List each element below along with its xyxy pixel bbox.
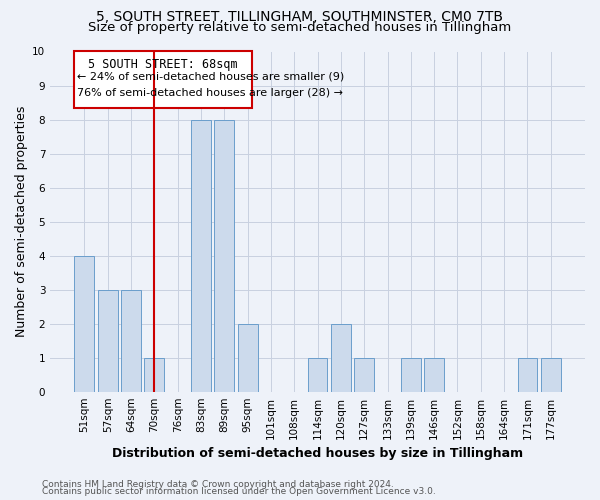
Bar: [238, 324, 257, 392]
Text: Contains HM Land Registry data © Crown copyright and database right 2024.: Contains HM Land Registry data © Crown c…: [42, 480, 394, 489]
Bar: [518, 358, 538, 392]
Bar: [145, 358, 164, 392]
X-axis label: Distribution of semi-detached houses by size in Tillingham: Distribution of semi-detached houses by …: [112, 447, 523, 460]
Bar: [74, 256, 94, 392]
Bar: [331, 324, 351, 392]
FancyBboxPatch shape: [74, 52, 252, 108]
Text: 5 SOUTH STREET: 68sqm: 5 SOUTH STREET: 68sqm: [88, 58, 238, 70]
Text: 5, SOUTH STREET, TILLINGHAM, SOUTHMINSTER, CM0 7TB: 5, SOUTH STREET, TILLINGHAM, SOUTHMINSTE…: [97, 10, 503, 24]
Bar: [121, 290, 141, 392]
Bar: [214, 120, 234, 392]
Bar: [541, 358, 560, 392]
Text: ← 24% of semi-detached houses are smaller (9): ← 24% of semi-detached houses are smalle…: [77, 71, 344, 81]
Y-axis label: Number of semi-detached properties: Number of semi-detached properties: [15, 106, 28, 338]
Bar: [98, 290, 118, 392]
Bar: [355, 358, 374, 392]
Bar: [191, 120, 211, 392]
Text: Contains public sector information licensed under the Open Government Licence v3: Contains public sector information licen…: [42, 487, 436, 496]
Text: Size of property relative to semi-detached houses in Tillingham: Size of property relative to semi-detach…: [88, 21, 512, 34]
Text: 76% of semi-detached houses are larger (28) →: 76% of semi-detached houses are larger (…: [77, 88, 343, 98]
Bar: [401, 358, 421, 392]
Bar: [308, 358, 328, 392]
Bar: [424, 358, 444, 392]
